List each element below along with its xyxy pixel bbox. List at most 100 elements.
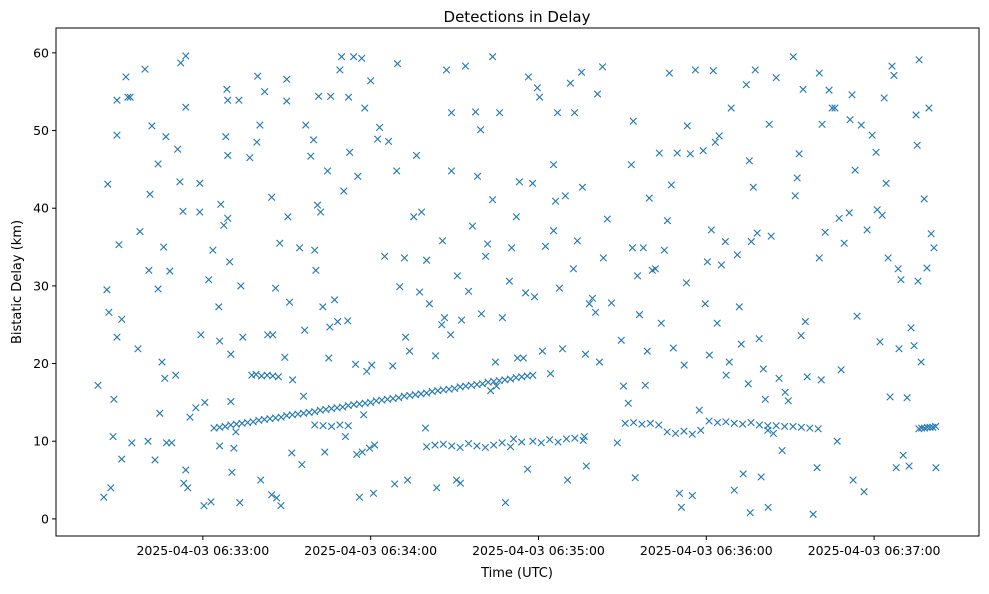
- data-point: [907, 324, 915, 332]
- data-point: [461, 62, 470, 70]
- data-point: [158, 358, 166, 366]
- data-point: [401, 333, 410, 341]
- data-point: [109, 432, 117, 441]
- x-axis: 2025-04-03 06:33:00 2025-04-03 06:34:00 20…: [136, 536, 941, 558]
- data-point: [184, 484, 192, 492]
- data-point: [878, 211, 886, 219]
- data-point: [711, 138, 719, 146]
- data-point: [566, 79, 575, 87]
- data-point: [471, 108, 480, 116]
- data-point: [267, 193, 276, 202]
- data-point: [319, 422, 327, 430]
- data-point: [546, 369, 555, 378]
- data-point: [697, 426, 705, 435]
- data-point: [365, 444, 374, 452]
- data-point: [277, 502, 285, 510]
- data-point: [339, 403, 347, 411]
- data-point: [701, 300, 709, 308]
- data-point: [314, 92, 323, 101]
- data-point: [498, 439, 506, 447]
- data-point: [709, 67, 717, 75]
- data-point: [368, 361, 376, 369]
- data-point: [923, 423, 931, 431]
- data-point: [705, 417, 713, 425]
- data-point: [849, 476, 857, 484]
- data-point: [682, 279, 691, 287]
- data-point: [154, 285, 162, 293]
- data-point: [579, 436, 587, 445]
- data-point: [403, 476, 412, 484]
- data-point: [903, 394, 911, 402]
- data-point: [722, 418, 730, 426]
- data-point: [432, 484, 441, 492]
- data-point: [144, 437, 152, 445]
- data-point: [639, 244, 648, 252]
- data-point: [691, 66, 700, 74]
- data-point: [239, 333, 247, 341]
- data-point: [519, 354, 528, 362]
- data-point: [595, 358, 604, 366]
- data-point: [897, 275, 905, 284]
- x-tick-label: 2025-04-03 06:34:00: [304, 543, 437, 558]
- y-tick-label: 60: [33, 45, 49, 60]
- data-point: [333, 317, 342, 326]
- data-point: [695, 406, 703, 414]
- data-point: [337, 53, 346, 61]
- data-point: [277, 413, 285, 421]
- data-point: [438, 321, 446, 329]
- data-point: [910, 342, 918, 350]
- data-point: [925, 104, 933, 112]
- data-point: [405, 347, 414, 355]
- data-point: [599, 254, 608, 262]
- data-point: [558, 345, 567, 353]
- data-point: [417, 208, 426, 216]
- data-point: [115, 241, 123, 249]
- data-point: [134, 345, 142, 353]
- data-point: [722, 371, 730, 379]
- data-point: [319, 303, 327, 311]
- data-point: [159, 243, 168, 251]
- y-tick-label: 30: [33, 278, 49, 293]
- data-point: [448, 442, 456, 450]
- data-point: [224, 151, 232, 160]
- data-point: [619, 382, 628, 390]
- data-point: [311, 421, 319, 429]
- data-point: [227, 397, 235, 406]
- data-point: [545, 435, 554, 444]
- data-point: [813, 463, 821, 472]
- data-point: [591, 308, 600, 316]
- data-point: [176, 178, 184, 186]
- data-point: [284, 213, 292, 221]
- data-point: [464, 439, 473, 448]
- data-point: [655, 149, 663, 157]
- data-point: [629, 418, 638, 427]
- data-point: [391, 480, 399, 488]
- y-tick-label: 20: [33, 356, 49, 371]
- data-point: [438, 237, 447, 245]
- data-point: [570, 108, 579, 117]
- data-point: [442, 66, 451, 74]
- data-point: [224, 96, 232, 104]
- data-point: [688, 430, 696, 438]
- data-point: [627, 161, 636, 169]
- data-point: [375, 123, 384, 132]
- data-point: [272, 494, 281, 502]
- data-point: [853, 312, 861, 320]
- data-point: [815, 69, 823, 77]
- data-point: [535, 93, 544, 101]
- data-point: [394, 394, 403, 402]
- data-point: [473, 442, 481, 450]
- data-point: [828, 104, 836, 112]
- y-tick-label: 50: [33, 123, 49, 138]
- data-point: [721, 237, 730, 246]
- data-point: [920, 195, 928, 203]
- data-point: [607, 299, 616, 307]
- data-point: [468, 222, 477, 230]
- data-point: [477, 310, 486, 318]
- data-point: [309, 136, 318, 144]
- data-point: [330, 296, 339, 304]
- data-point: [476, 126, 485, 134]
- data-point: [645, 194, 653, 202]
- data-point: [128, 439, 136, 447]
- data-point: [669, 344, 677, 352]
